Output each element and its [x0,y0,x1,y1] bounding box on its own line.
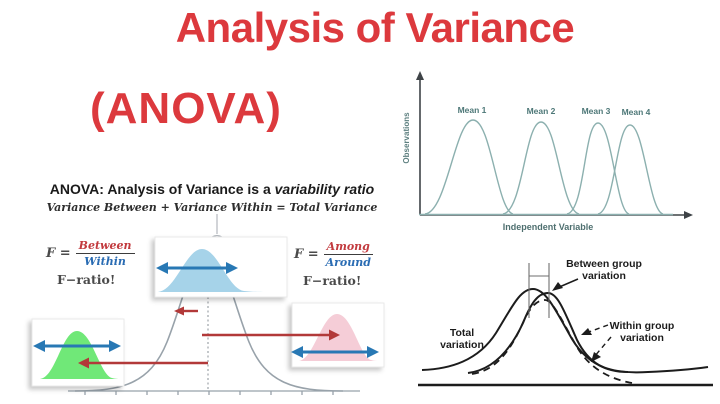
arrowhead-right-icon [109,340,121,352]
arrowhead-icon [552,282,563,291]
arrowhead-icon [581,328,592,335]
between-groups-card [154,236,288,298]
arrowhead-right-icon [329,329,340,341]
page-title: Analysis of Variance [175,4,575,51]
total-variation-label-line1: Total [450,327,474,339]
y-axis-arrowhead-icon [416,71,424,80]
total-variation-curve [421,287,709,374]
arrowhead-right-icon [367,346,379,358]
formula-fraction: Between Within [75,239,135,269]
f-ratio-formula-between-within: F = Between Within [46,239,135,268]
total-variation-label-line2: variation [440,339,484,351]
within-group-label-line2: variation [620,332,664,344]
mean2-curve [502,121,580,215]
formula-lhs: F = [46,246,71,262]
mean1-label: Mean 1 [458,105,487,115]
group-curve-solid [467,291,629,374]
pink-distribution-curve [299,314,379,361]
between-group-label-line1: Between group [566,258,642,270]
within-label-arrow-lower [593,336,612,358]
between-group-label-line2: variation [582,270,626,282]
group-curve-dashed [471,299,633,384]
f-ratio-caption-right: F−ratio! [303,273,362,288]
mean2-label: Mean 2 [527,106,556,116]
variation-decomposition-figure: Total variation Between group variation … [418,258,713,387]
variance-equation: Variance Between + Variance Within = Tot… [46,201,378,214]
formula-denominator: Around [325,256,371,270]
arrowhead-icon [591,352,601,362]
f-ratio-formula-among-around: F = Among Around [294,240,373,269]
blue-distribution-curve [158,249,266,292]
mean1-curve [424,119,514,215]
mean4-label: Mean 4 [622,107,651,117]
between-distance-arrows [78,306,340,369]
green-distribution-curve [40,331,121,379]
arrowhead-left-icon [291,346,303,358]
mean4-curve [597,124,664,215]
page-subtitle: (ANOVA) [90,84,282,133]
y-axis-label: Observations [402,112,411,164]
arrowhead-left-icon [33,340,45,352]
formula-fraction: Among Around [323,240,373,270]
ratio-heading-text: ANOVA: Analysis of Variance is a [49,181,275,197]
ratio-heading: ANOVA: Analysis of Variance is a variabi… [32,181,392,197]
between-group-measure [528,263,550,318]
x-axis-ticks [84,391,334,395]
arrowhead-left-icon [78,357,89,369]
formula-denominator: Within [84,255,126,269]
arrowhead-left-icon [174,306,184,316]
formula-numerator: Among [323,240,373,256]
x-axis-label: Independent Variable [503,222,594,232]
f-ratio-bell-figure [31,214,385,395]
within-group-label-line1: Within group [610,320,675,332]
formula-lhs: F = [294,247,319,263]
mean3-curve [566,122,630,215]
formula-numerator: Between [75,239,135,255]
group-one-card [31,318,125,387]
f-ratio-caption-left: F−ratio! [57,272,116,287]
x-axis-arrowhead-icon [684,211,693,219]
mean3-label: Mean 3 [582,106,611,116]
group-means-plot: Observations Independent Variable Mean 1… [402,71,693,232]
arrowhead-left-icon [156,262,168,274]
ratio-heading-emphasis: variability ratio [274,181,375,197]
arrowhead-right-icon [226,262,238,274]
